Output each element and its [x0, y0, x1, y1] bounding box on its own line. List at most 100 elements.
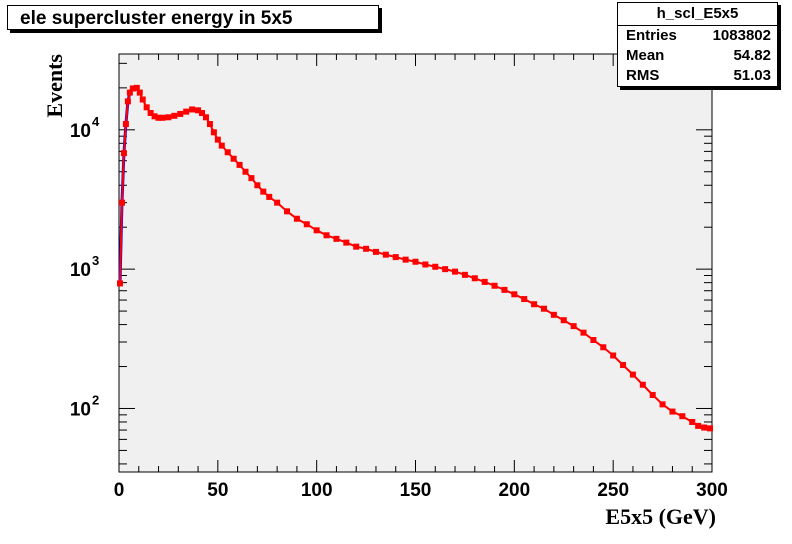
x-axis-title: E5x5 (GeV) — [605, 504, 716, 529]
data-point — [214, 136, 221, 143]
x-tick-labels: 0 50 100 150 200 250 300 — [114, 480, 728, 501]
data-point — [236, 161, 243, 168]
stats-value: 54.82 — [733, 47, 771, 64]
data-point — [274, 199, 281, 206]
y-tick-exponent: 3 — [92, 253, 99, 268]
data-point — [122, 121, 129, 128]
data-point — [550, 311, 557, 318]
data-point — [242, 168, 249, 175]
y-tick-label: 10 — [70, 399, 91, 420]
x-tick-label: 200 — [498, 480, 530, 501]
data-point — [659, 401, 666, 408]
data-point — [600, 344, 607, 351]
chart-title: ele supercluster energy in 5x5 — [7, 5, 379, 30]
data-point — [266, 193, 273, 200]
data-point — [610, 352, 617, 359]
data-point — [372, 248, 379, 255]
data-point — [481, 278, 488, 285]
data-point — [155, 114, 162, 121]
y-tick-label: 10 — [70, 121, 91, 142]
x-tick-label: 300 — [696, 480, 728, 501]
data-point — [442, 266, 449, 273]
data-point — [432, 263, 439, 270]
stats-histogram-name: h_scl_E5x5 — [618, 3, 777, 26]
data-point — [689, 418, 696, 425]
data-point — [620, 362, 627, 369]
data-point — [195, 107, 202, 114]
data-point — [402, 256, 409, 263]
y-tick-exponent: 4 — [92, 114, 100, 129]
data-point — [118, 199, 125, 206]
data-point — [471, 275, 478, 282]
data-point — [129, 85, 136, 92]
data-point — [461, 271, 468, 278]
stats-label: Mean — [626, 47, 665, 64]
data-point — [147, 110, 154, 117]
data-point — [206, 121, 213, 128]
data-point — [199, 110, 206, 117]
data-point — [248, 175, 255, 182]
data-point — [183, 108, 190, 115]
stats-value: 1083802 — [712, 27, 771, 44]
stats-value: 51.03 — [733, 67, 771, 84]
data-point — [570, 323, 577, 330]
data-point — [323, 232, 330, 239]
data-point — [422, 261, 429, 268]
data-point — [218, 142, 225, 149]
data-point — [143, 104, 150, 111]
data-point — [293, 215, 300, 222]
data-point — [531, 301, 538, 308]
data-point — [126, 89, 133, 96]
y-tick-label: 10 — [70, 260, 91, 281]
data-point — [353, 243, 360, 250]
data-point — [392, 254, 399, 261]
data-point — [707, 425, 714, 432]
data-point — [284, 208, 291, 215]
data-point — [151, 113, 158, 120]
data-point — [639, 381, 646, 388]
data-point — [177, 110, 184, 117]
data-point — [521, 296, 528, 303]
data-point — [580, 329, 587, 336]
data-series — [116, 84, 714, 432]
stats-label: Entries — [626, 27, 677, 44]
data-point — [136, 89, 143, 96]
data-point — [139, 96, 146, 103]
data-point — [224, 149, 231, 156]
data-point — [679, 413, 686, 420]
stats-row-mean: Mean 54.82 — [618, 46, 777, 66]
data-point — [560, 317, 567, 324]
data-point — [303, 221, 310, 228]
data-point — [343, 239, 350, 246]
data-point — [171, 112, 178, 119]
data-point — [452, 268, 459, 275]
data-point — [313, 227, 320, 234]
data-point — [133, 84, 140, 91]
x-tick-label: 150 — [400, 480, 432, 501]
x-tick-label: 250 — [597, 480, 629, 501]
data-point — [590, 337, 597, 344]
data-point — [254, 182, 261, 189]
data-point — [701, 424, 708, 431]
data-point — [695, 422, 702, 429]
data-point — [116, 280, 123, 287]
data-point — [165, 114, 172, 121]
data-point — [491, 282, 498, 289]
data-point — [649, 391, 656, 398]
data-point — [363, 245, 370, 252]
data-point — [333, 235, 340, 242]
data-point — [501, 286, 508, 293]
data-point — [120, 150, 127, 157]
data-point — [189, 106, 196, 113]
stats-row-entries: Entries 1083802 — [618, 26, 777, 46]
data-point — [669, 408, 676, 415]
stats-box: h_scl_E5x5 Entries 1083802 Mean 54.82 RM… — [617, 2, 778, 87]
data-point — [511, 291, 518, 298]
x-tick-label: 50 — [207, 480, 228, 501]
data-point — [230, 155, 237, 162]
x-tick-label: 100 — [301, 480, 333, 501]
data-point — [412, 258, 419, 265]
data-point — [159, 114, 166, 121]
